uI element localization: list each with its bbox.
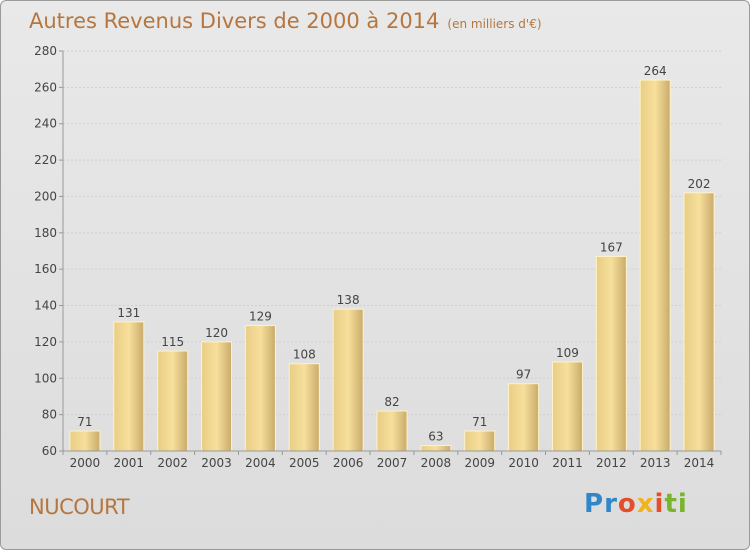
x-tick-label: 2001 [114,456,145,470]
value-label: 97 [516,368,531,382]
y-tick-label: 100 [34,371,57,385]
x-tick-label: 2004 [245,456,276,470]
x-tick-label: 2012 [596,456,627,470]
chart-unit: (en milliers d'€) [447,17,542,31]
y-tick-label: 160 [34,262,57,276]
bar [69,430,101,452]
bar [157,350,189,452]
proxiti-logo: Proxiti [584,489,688,519]
y-tick-label: 80 [42,408,57,422]
bar [464,430,496,452]
x-tick-label: 2011 [552,456,583,470]
bar [508,383,540,452]
value-label: 120 [205,326,228,340]
x-tick-label: 2003 [201,456,232,470]
value-label: 109 [556,346,579,360]
x-tick-label: 2007 [377,456,408,470]
x-axis: 2000 2001 2002 2003 2004 2005 2006 2007 2008 2009… [62,450,722,470]
value-label: 82 [384,395,399,409]
bar [683,192,715,452]
bar [639,79,671,452]
value-label: 63 [428,430,443,444]
value-label: 138 [337,293,360,307]
x-tick-label: 2013 [640,456,671,470]
value-label: 264 [644,64,667,78]
x-tick-label: 2002 [157,456,188,470]
x-tick-label: 2014 [684,456,715,470]
logo-letter: o [617,489,637,519]
value-label: 202 [688,177,711,191]
place-name: NUCOURT [29,495,130,519]
value-label: 131 [117,306,140,320]
logo-letter: r [604,489,618,519]
y-tick-label: 60 [42,444,57,458]
logo-letter: t [664,489,678,519]
bar [113,321,145,452]
bar [551,361,583,452]
y-axis: 60 80 100 120 140 160 180 200 220 240 260 280 [34,44,64,458]
logo-letter: i [654,489,665,519]
chart-title: Autres Revenus Divers de 2000 à 2014 (en … [29,9,542,33]
x-tick-label: 2000 [70,456,101,470]
y-tick-label: 120 [34,335,57,349]
bar [244,325,276,452]
bar [420,445,452,452]
value-label: 167 [600,240,623,254]
bar [288,363,320,452]
logo-letter: P [584,489,605,519]
x-tick-label: 2006 [333,456,364,470]
y-tick-label: 220 [34,153,57,167]
y-tick-label: 240 [34,117,57,131]
y-tick-label: 140 [34,299,57,313]
x-tick-label: 2010 [508,456,539,470]
x-tick-label: 2008 [421,456,452,470]
chart-title-text: Autres Revenus Divers de 2000 à 2014 [29,9,440,33]
x-tick-label: 2005 [289,456,320,470]
value-label: 129 [249,310,272,324]
bar [595,255,627,452]
logo-letter: x [636,489,655,519]
value-label: 71 [77,415,92,429]
value-label: 71 [472,415,487,429]
bar [332,308,364,452]
y-tick-label: 180 [34,226,57,240]
bars: 71 131 115 120 129 108 138 82 63 71 97 109 167 264 202 [69,64,715,452]
bar [376,410,408,452]
bar [201,341,233,452]
y-tick-label: 260 [34,80,57,94]
value-label: 115 [161,335,184,349]
y-tick-label: 280 [34,44,57,58]
y-tick-label: 200 [34,189,57,203]
x-tick-label: 2009 [464,456,495,470]
value-label: 108 [293,348,316,362]
logo-letter: i [677,489,688,519]
